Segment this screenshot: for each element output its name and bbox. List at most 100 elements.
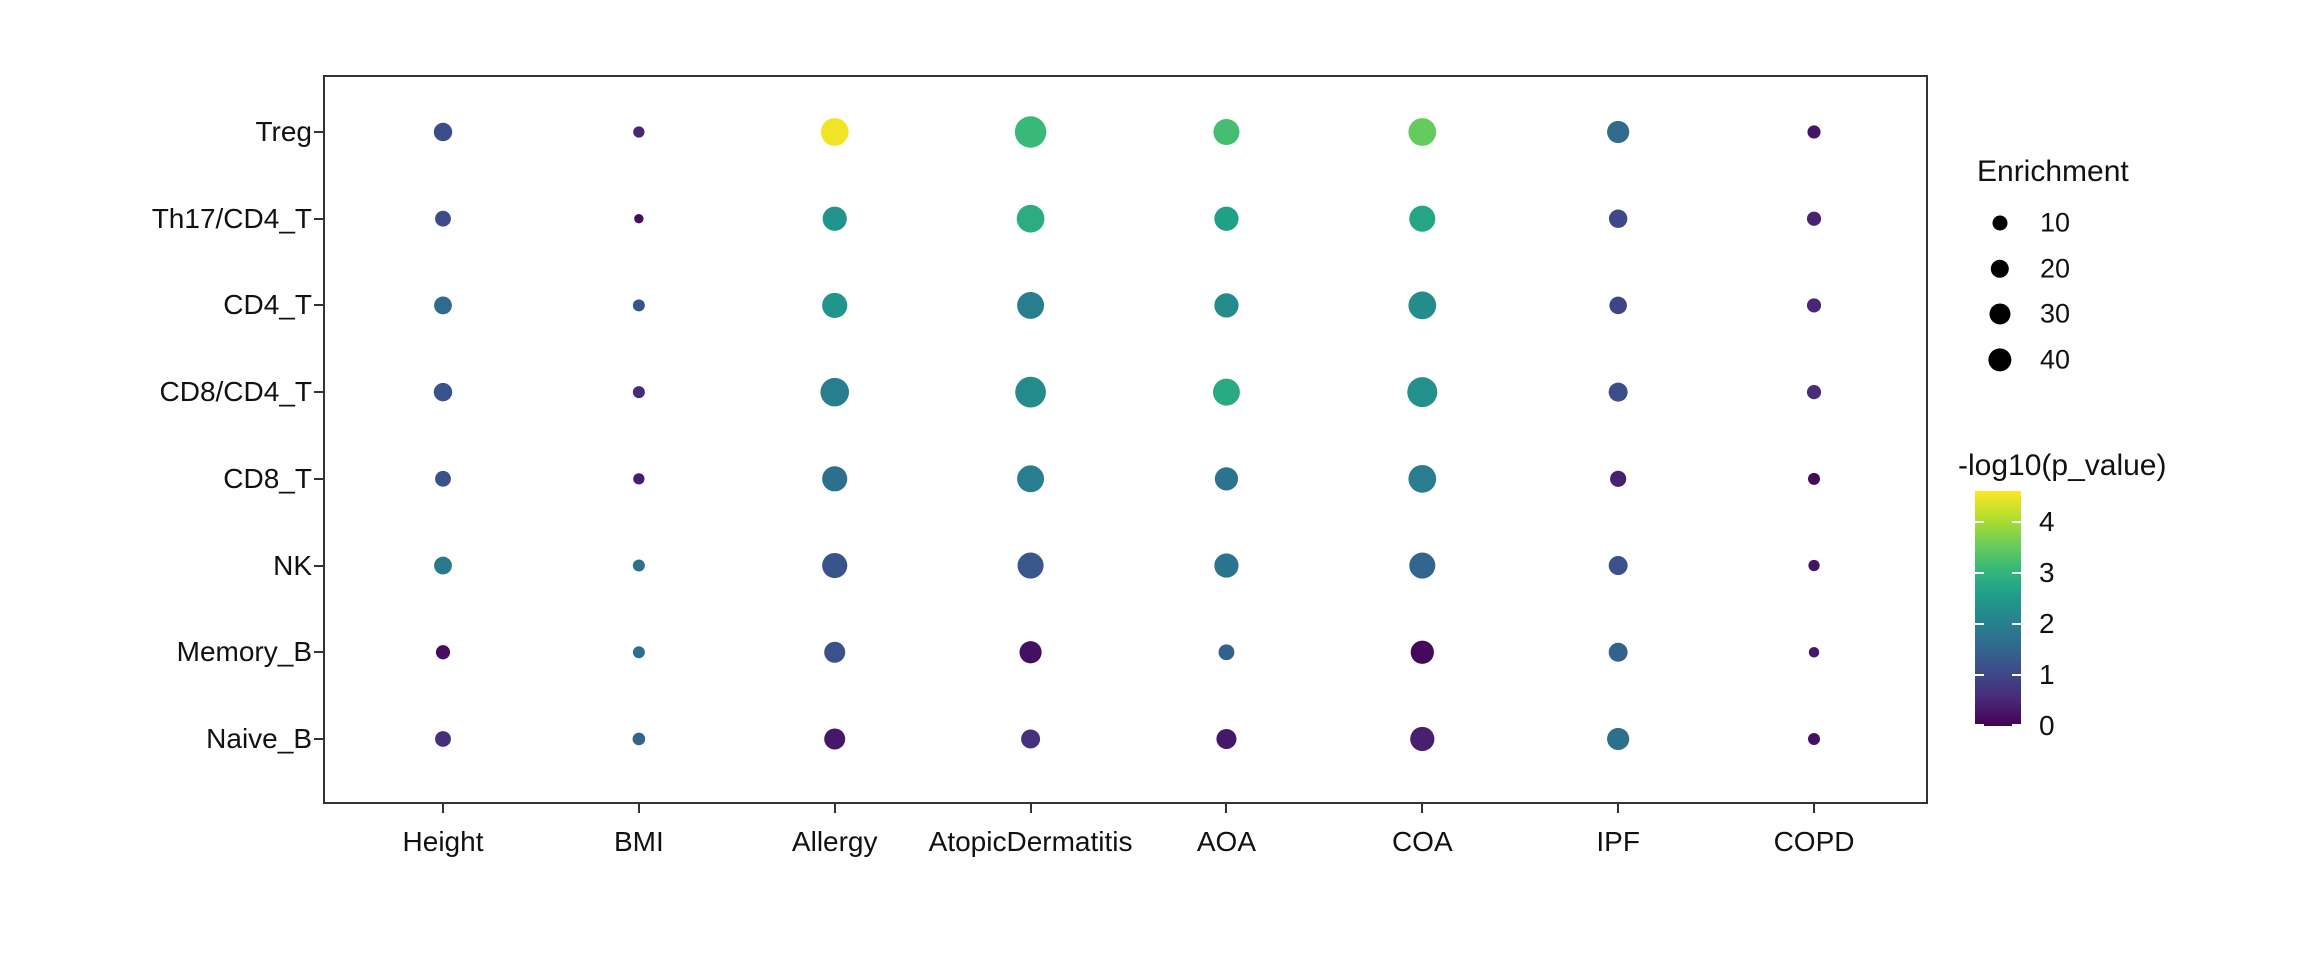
x-axis-label-BMI: BMI (613, 826, 664, 857)
bubble-CD8/CD4_T-AtopicDermatitis (1015, 376, 1046, 408)
colorbar-tick-mark (2012, 673, 2021, 676)
colorbar-tick-mark (2012, 520, 2021, 523)
colorbar-tick-mark (2012, 724, 2021, 726)
bubble-NK-AOA (1214, 553, 1239, 578)
bubble-CD8_T-IPF (1610, 470, 1627, 487)
x-axis-label-Allergy: Allergy (791, 826, 878, 857)
size-legend-value: 10 (2040, 207, 2071, 238)
x-axis-tick (442, 804, 444, 813)
bubble-Naive_B-BMI (632, 732, 646, 746)
bubble-Treg-IPF (1607, 120, 1630, 144)
bubble-NK-COA (1409, 552, 1436, 579)
y-axis-tick (314, 217, 323, 220)
bubble-CD8/CD4_T-Allergy (820, 377, 849, 407)
x-axis-label-COA: COA (1391, 826, 1453, 857)
bubble-Treg-Height (433, 122, 453, 142)
size-legend-dot-40 (1988, 348, 2012, 372)
y-axis-label-CD4_T: CD4_T (223, 289, 312, 321)
bubble-Memory_B-IPF (1608, 642, 1628, 662)
colorbar-tick-mark (2012, 622, 2021, 625)
bubble-CD8/CD4_T-IPF (1608, 382, 1628, 402)
x-axis-tick (833, 804, 836, 813)
bubble-Treg-AOA (1213, 118, 1240, 146)
bubble-CD8_T-COPD (1808, 472, 1821, 485)
y-axis-tick (314, 131, 323, 133)
size-legend-dot-20 (1990, 259, 2010, 278)
x-axis-tick (637, 804, 640, 813)
colorbar-tick-mark (1975, 622, 1984, 625)
y-axis-label-Th17/CD4_T: Th17/CD4_T (151, 202, 312, 234)
x-axis-tick (1421, 804, 1424, 813)
bubble-Memory_B-Allergy (824, 641, 846, 663)
bubble-Th17/CD4_T-IPF (1608, 209, 1628, 228)
bubble-Memory_B-BMI (632, 646, 645, 659)
bubble-Memory_B-AtopicDermatitis (1019, 641, 1042, 664)
bubble-Naive_B-AOA (1216, 728, 1237, 749)
bubble-CD8_T-AtopicDermatitis (1017, 465, 1045, 493)
bubble-Th17/CD4_T-Allergy (822, 206, 847, 231)
bubble-Naive_B-Height (435, 731, 451, 747)
bubble-CD8/CD4_T-COPD (1806, 385, 1822, 400)
bubble-CD4_T-AtopicDermatitis (1017, 291, 1045, 319)
y-axis-label-NK: NK (273, 549, 312, 581)
bubble-NK-BMI (632, 559, 645, 572)
bubble-CD4_T-BMI (632, 299, 645, 312)
x-axis-tick (1029, 804, 1032, 813)
bubble-Naive_B-IPF (1607, 727, 1630, 751)
size-legend-value: 30 (2040, 298, 2071, 329)
y-axis-label-Naive_B: Naive_B (206, 722, 312, 754)
bubble-Naive_B-AtopicDermatitis (1021, 729, 1041, 749)
x-axis-label-AOA: AOA (1196, 826, 1257, 857)
y-axis-tick (314, 651, 323, 654)
bubble-Th17/CD4_T-Height (435, 210, 451, 227)
bubble-CD8_T-Allergy (822, 466, 848, 492)
bubble-CD8_T-Height (435, 470, 451, 487)
colorbar-tick-mark (1975, 520, 1984, 523)
bubble-CD8/CD4_T-COA (1407, 377, 1438, 408)
bubble-CD4_T-IPF (1609, 296, 1627, 315)
bubble-Memory_B-COPD (1808, 647, 1820, 658)
bubble-NK-Height (434, 556, 452, 575)
colorbar-tick-mark (1975, 571, 1984, 574)
y-axis-tick (314, 391, 323, 394)
bubble-Treg-Allergy (820, 118, 849, 146)
y-axis-tick (314, 477, 323, 480)
colorbar-tick-label: 3 (2039, 556, 2055, 588)
x-axis-tick (1617, 804, 1620, 813)
bubble-CD8/CD4_T-BMI (632, 386, 645, 399)
bubble-NK-AtopicDermatitis (1017, 552, 1044, 579)
bubble-Treg-COA (1408, 118, 1437, 146)
size-legend-title: Enrichment (1977, 155, 2129, 188)
bubble-Treg-COPD (1807, 125, 1821, 139)
bubble-Naive_B-Allergy (824, 728, 846, 750)
y-axis-tick (314, 304, 323, 307)
x-axis-tick (1225, 804, 1228, 813)
bubble-Th17/CD4_T-AtopicDermatitis (1016, 204, 1045, 233)
bubble-CD4_T-Allergy (822, 292, 848, 319)
size-legend-value: 20 (2040, 253, 2071, 284)
bubble-Naive_B-COA (1410, 726, 1435, 752)
bubble-CD4_T-AOA (1214, 293, 1239, 318)
bubble-Treg-AtopicDermatitis (1014, 116, 1047, 148)
bubble-NK-Allergy (822, 552, 848, 579)
bubble-Th17/CD4_T-AOA (1214, 206, 1239, 231)
size-legend-dot-10 (1992, 215, 2008, 231)
y-axis-label-CD8_T: CD8_T (223, 462, 312, 494)
size-legend-dot-30 (1989, 303, 2011, 325)
colorbar-tick-mark (1975, 724, 1984, 726)
bubble-Naive_B-COPD (1808, 732, 1821, 745)
bubble-NK-COPD (1808, 559, 1820, 572)
y-axis-label-Memory_B: Memory_B (176, 636, 312, 668)
color-legend-title: -log10(p_value) (1958, 449, 2167, 482)
bubble-CD4_T-COA (1408, 291, 1437, 320)
colorbar-tick-label: 2 (2039, 607, 2055, 639)
bubble-Th17/CD4_T-BMI (634, 214, 644, 224)
colorbar-tick-label: 1 (2039, 658, 2055, 690)
bubble-Th17/CD4_T-COPD (1806, 211, 1822, 226)
x-axis-label-COPD: COPD (1773, 826, 1855, 857)
bubble-Memory_B-AOA (1218, 644, 1235, 661)
bubble-CD8_T-BMI (633, 473, 645, 485)
size-legend-value: 40 (2040, 344, 2071, 375)
